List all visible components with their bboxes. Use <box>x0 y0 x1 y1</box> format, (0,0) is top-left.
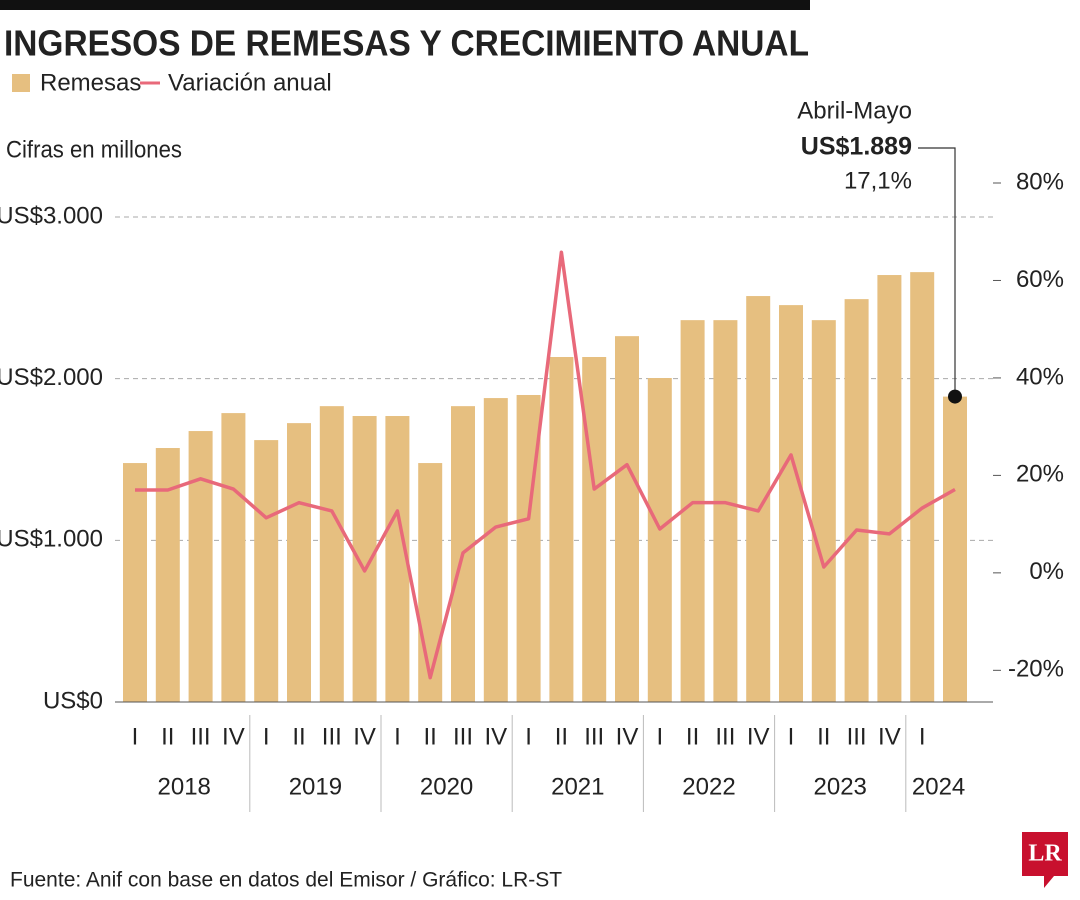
x-group-label: 2023 <box>814 773 867 800</box>
x-tick-label: I <box>525 723 532 750</box>
x-tick-label: II <box>555 723 568 750</box>
legend-swatch <box>12 74 30 92</box>
annotation: Abril-Mayo <box>797 97 912 124</box>
x-group-label: 2020 <box>420 773 473 800</box>
bar <box>615 336 639 702</box>
x-tick-label: IV <box>222 723 245 750</box>
y2-tick-label: 20% <box>1016 461 1064 488</box>
x-tick-label: I <box>394 723 401 750</box>
x-tick-label: II <box>292 723 305 750</box>
annotation-connector <box>918 147 956 397</box>
logo-box <box>1022 832 1068 876</box>
x-tick-label: IV <box>616 723 639 750</box>
bar <box>779 305 803 702</box>
bar <box>910 272 935 702</box>
chart-title: INGRESOS DE REMESAS Y CRECIMIENTO ANUAL <box>4 23 809 64</box>
y2-tick-label: 40% <box>1016 363 1064 390</box>
x-tick-label: IV <box>353 723 376 750</box>
legend-label: Remesas <box>40 69 141 96</box>
bar <box>287 423 311 702</box>
bar <box>844 299 869 702</box>
x-tick-label: I <box>132 723 139 750</box>
x-group-label: 2021 <box>551 773 604 800</box>
x-tick-label: III <box>322 723 342 750</box>
x-tick-label: II <box>424 723 437 750</box>
y-tick-label: US$1.000 <box>0 526 103 553</box>
source: Fuente: Anif con base en datos del Emiso… <box>10 869 562 892</box>
bar <box>943 396 967 702</box>
x-tick-label: III <box>715 723 735 750</box>
bar <box>713 320 738 702</box>
subtitle: Cifras en millones <box>6 136 182 163</box>
bar <box>221 413 246 702</box>
bar <box>582 357 607 702</box>
y-tick-label: US$3.000 <box>0 202 103 229</box>
bar <box>483 398 508 702</box>
y2-tick-label: 0% <box>1029 558 1064 585</box>
x-group-label: 2019 <box>289 773 342 800</box>
x-tick-label: IV <box>484 723 507 750</box>
x-tick-label: IV <box>878 723 901 750</box>
x-group-label: 2018 <box>158 773 211 800</box>
bar <box>418 463 443 702</box>
x-tick-label: II <box>817 723 830 750</box>
logo-tail <box>1044 876 1054 888</box>
x-tick-label: I <box>656 723 663 750</box>
legend-label: Variación anual <box>168 69 332 96</box>
bar <box>123 463 147 702</box>
value-label: US$1.889 <box>801 133 912 161</box>
x-tick-label: I <box>919 723 926 750</box>
value-label: 17,1% <box>844 167 912 194</box>
x-tick-label: II <box>686 723 699 750</box>
line <box>135 250 956 680</box>
logo: LR <box>1028 841 1062 867</box>
x-group-label: 2022 <box>682 773 735 800</box>
y-tick-label: US$0 <box>43 687 103 714</box>
x-tick-label: I <box>788 723 795 750</box>
y2-tick-label: -20% <box>1008 656 1064 683</box>
y2-tick-label: 80% <box>1016 168 1064 195</box>
x-tick-label: I <box>263 723 270 750</box>
annotation-dot <box>948 389 962 404</box>
x-tick-label: III <box>584 723 604 750</box>
bar <box>188 431 213 702</box>
x-tick-label: III <box>191 723 211 750</box>
x-tick-label: II <box>161 723 174 750</box>
bar <box>647 378 672 702</box>
x-tick-label: IV <box>747 723 770 750</box>
bar <box>254 440 279 702</box>
x-tick-label: III <box>847 723 867 750</box>
bar <box>549 357 574 702</box>
bar <box>811 320 836 702</box>
y-tick-label: US$2.000 <box>0 364 103 391</box>
top-rule <box>0 0 810 10</box>
bar <box>877 275 902 702</box>
x-tick-label: III <box>453 723 473 750</box>
y2-tick-label: 60% <box>1016 266 1064 293</box>
bar <box>319 406 344 702</box>
x-group-label: 2024 <box>912 773 965 800</box>
